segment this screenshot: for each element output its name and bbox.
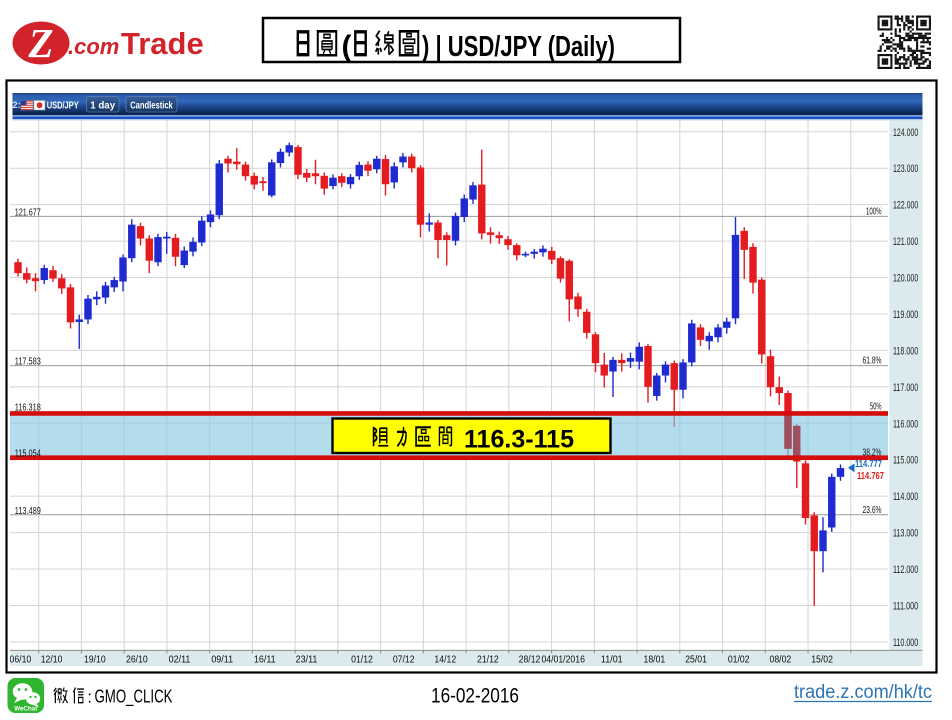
svg-text:61.8%: 61.8% — [863, 356, 882, 367]
svg-text:100%: 100% — [866, 206, 882, 217]
svg-text:02/11: 02/11 — [169, 654, 191, 665]
svg-text:1 day: 1 day — [90, 99, 115, 111]
svg-text:115.054: 115.054 — [15, 449, 41, 460]
svg-text:(: ( — [342, 30, 352, 63]
svg-text:09/11: 09/11 — [211, 654, 233, 665]
svg-text:38.2%: 38.2% — [863, 448, 882, 459]
svg-text:120.000: 120.000 — [893, 273, 918, 285]
svg-text:25/01: 25/01 — [685, 654, 707, 665]
svg-text:16/11: 16/11 — [254, 654, 276, 665]
svg-text:112.000: 112.000 — [893, 564, 918, 576]
svg-text:122.000: 122.000 — [893, 200, 918, 212]
svg-text:114.777: 114.777 — [855, 459, 882, 470]
svg-text:Z: Z — [27, 20, 53, 66]
svg-text:12/10: 12/10 — [41, 654, 63, 665]
svg-text:110.000: 110.000 — [893, 637, 918, 649]
svg-text:trade.z.com/hk/tc: trade.z.com/hk/tc — [794, 682, 932, 703]
svg-text:19/10: 19/10 — [84, 654, 106, 665]
svg-text:Trade: Trade — [121, 26, 204, 61]
svg-text:USD/JPY: USD/JPY — [47, 100, 79, 112]
svg-text:16-02-2016: 16-02-2016 — [431, 684, 519, 708]
svg-text:23/11: 23/11 — [296, 654, 318, 665]
svg-text:08/02: 08/02 — [770, 654, 792, 665]
svg-text:50%: 50% — [870, 402, 882, 413]
svg-text:) | USD/JPY (Daily): ) | USD/JPY (Daily) — [422, 31, 615, 63]
svg-text:116.000: 116.000 — [893, 418, 918, 430]
svg-text:114.000: 114.000 — [893, 491, 918, 503]
svg-text:117.583: 117.583 — [15, 357, 41, 368]
svg-text:07/12: 07/12 — [393, 654, 415, 665]
svg-text:28/12: 28/12 — [519, 654, 541, 665]
svg-text:117.000: 117.000 — [893, 382, 918, 394]
svg-text:116.3-115: 116.3-115 — [464, 426, 574, 454]
svg-text:115.000: 115.000 — [893, 455, 918, 467]
svg-text:116.318: 116.318 — [15, 403, 41, 414]
svg-text:21/12: 21/12 — [477, 654, 499, 665]
svg-text:111.000: 111.000 — [893, 600, 918, 612]
svg-text:06/10: 06/10 — [10, 654, 32, 665]
svg-text:124.000: 124.000 — [893, 127, 918, 139]
svg-text:2:: 2: — [13, 100, 21, 110]
svg-text:14/12: 14/12 — [434, 654, 456, 665]
svg-text:WeChat: WeChat — [14, 706, 37, 713]
svg-text:26/10: 26/10 — [126, 654, 148, 665]
svg-text:23.6%: 23.6% — [863, 505, 882, 516]
svg-text:15/02: 15/02 — [811, 654, 833, 665]
svg-text:18/01: 18/01 — [644, 654, 666, 665]
svg-text:01/02: 01/02 — [728, 654, 750, 665]
svg-text:118.000: 118.000 — [893, 345, 918, 357]
svg-text:.com: .com — [68, 34, 119, 59]
svg-text::: : — [87, 688, 92, 707]
svg-text:121.677: 121.677 — [15, 207, 41, 218]
svg-text:113.000: 113.000 — [893, 528, 918, 540]
svg-text:113.489: 113.489 — [15, 506, 41, 517]
svg-text:01/12: 01/12 — [351, 654, 373, 665]
svg-text:Candlestick: Candlestick — [130, 99, 173, 111]
svg-text:11/01: 11/01 — [601, 654, 623, 665]
svg-text:114.767: 114.767 — [857, 471, 884, 482]
svg-text:119.000: 119.000 — [893, 309, 918, 321]
svg-text:GMO_CLICK: GMO_CLICK — [95, 687, 173, 708]
svg-text:121.000: 121.000 — [893, 236, 918, 248]
svg-text:04/01/2016: 04/01/2016 — [541, 654, 585, 665]
svg-text:123.000: 123.000 — [893, 163, 918, 175]
